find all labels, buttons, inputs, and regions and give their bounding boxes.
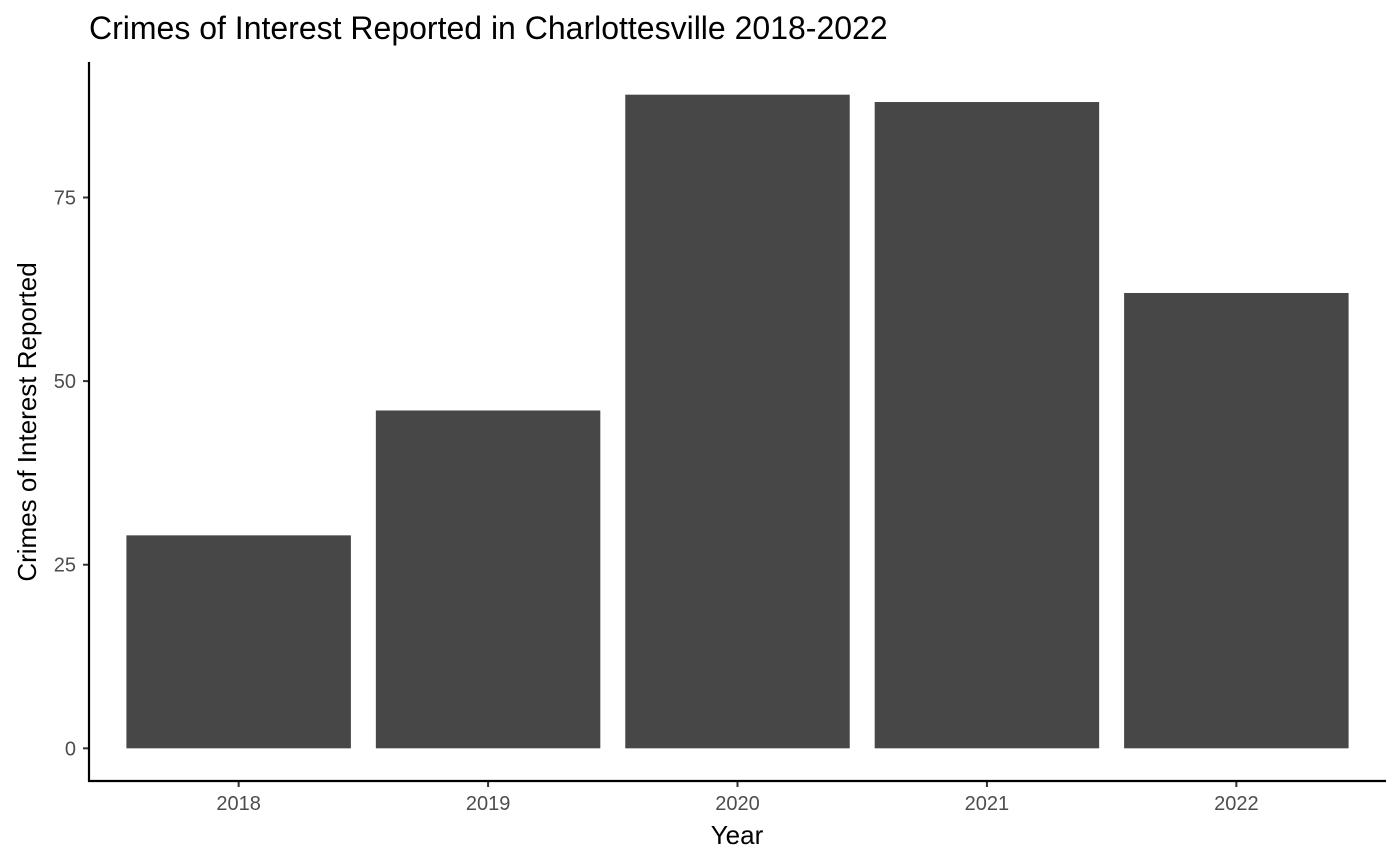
bar-2018 [126,535,351,749]
y-tick-label: 75 [54,188,76,210]
y-axis-ticks: 0 25 50 75 [54,188,89,760]
bar-2021 [874,102,1100,749]
y-tick-label: 0 [65,738,76,760]
bar-2020 [625,94,850,749]
x-axis-title: Year [711,820,764,850]
x-tick-label: 2019 [466,793,511,815]
chart-title: Crimes of Interest Reported in Charlotte… [89,10,888,46]
x-tick-label: 2022 [1214,793,1259,815]
bars [126,94,1349,749]
x-tick-label: 2018 [216,793,261,815]
x-axis-ticks: 2018 2019 2020 2021 2022 [216,781,1259,815]
y-tick-label: 50 [54,371,76,393]
x-tick-label: 2020 [715,793,760,815]
bar-2022 [1124,292,1349,749]
y-axis-title: Crimes of Interest Reported [12,262,42,581]
bar-2019 [375,410,601,749]
y-tick-label: 25 [54,555,76,577]
x-tick-label: 2021 [965,793,1010,815]
